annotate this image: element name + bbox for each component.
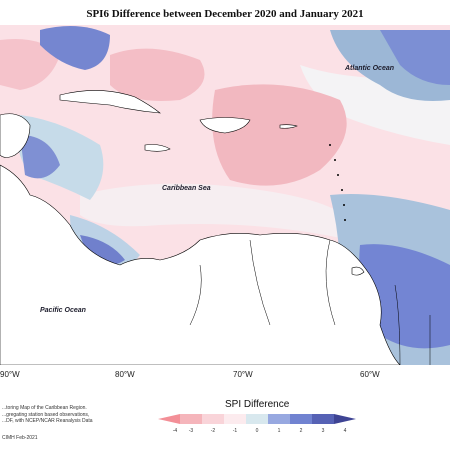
atlantic-ocean-label: Atlantic Ocean <box>344 65 394 72</box>
legend-title: SPI Difference <box>225 399 290 410</box>
legend-tick-label: -3 <box>189 428 194 434</box>
legend-tick-label: -1 <box>233 428 238 434</box>
legend-colorbar: -4 -3 -2 -1 0 1 2 3 4 <box>158 414 356 434</box>
caribbean-sea-label: Caribbean Sea <box>162 185 211 192</box>
blue-anomaly-ne-core <box>380 30 450 85</box>
credits-text: ...toring Map of the Caribbean Region. .… <box>2 405 93 424</box>
trinidad <box>351 266 365 276</box>
legend-swatch <box>202 414 224 424</box>
legend-tick-label: 4 <box>344 428 347 434</box>
legend-tick-label: 3 <box>322 428 325 434</box>
blue-anomaly-yucatan <box>20 135 60 179</box>
jamaica <box>144 144 171 152</box>
map-title: SPI6 Difference between December 2020 an… <box>86 8 364 20</box>
blue-anomaly-se-core <box>359 244 450 349</box>
legend-tick-label: -4 <box>173 428 178 434</box>
blue-anomaly-nw <box>40 26 110 70</box>
legend-tick-label: 1 <box>278 428 281 434</box>
legend-tick-label: 0 <box>256 428 259 434</box>
longitude-80w: 80°W <box>115 370 135 379</box>
longitude-70w: 70°W <box>233 370 253 379</box>
yucatan-land <box>0 113 31 158</box>
lesser-antilles <box>329 144 346 221</box>
longitude-90w: 90°W <box>0 370 20 379</box>
legend-swatch <box>158 414 180 424</box>
pink-anomaly-center <box>212 84 347 186</box>
blue-anomaly-west-band <box>16 115 104 200</box>
longitude-60w: 60°W <box>360 370 380 379</box>
legend-swatch <box>268 414 290 424</box>
legend-tick-label: -2 <box>211 428 216 434</box>
legend-tick-label: 2 <box>300 428 303 434</box>
copyright-text: CIMH Feb-2021 <box>2 435 38 441</box>
pale-region-south <box>80 183 350 240</box>
legend-swatch <box>290 414 312 424</box>
boundaries <box>189 239 431 365</box>
pink-anomaly-north <box>110 48 205 101</box>
legend-swatch <box>180 414 202 424</box>
spi-difference-map: Atlantic Ocean Caribbean Sea Pacific Oce… <box>0 25 450 365</box>
pink-anomaly-west <box>0 39 60 90</box>
puerto-rico <box>279 124 298 129</box>
legend-swatch <box>312 414 334 424</box>
legend-swatch <box>334 414 356 424</box>
legend-swatch <box>224 414 246 424</box>
pacific-ocean-label: Pacific Ocean <box>40 307 86 314</box>
hispaniola <box>199 117 251 134</box>
legend-swatch <box>246 414 268 424</box>
cuba <box>59 90 161 114</box>
